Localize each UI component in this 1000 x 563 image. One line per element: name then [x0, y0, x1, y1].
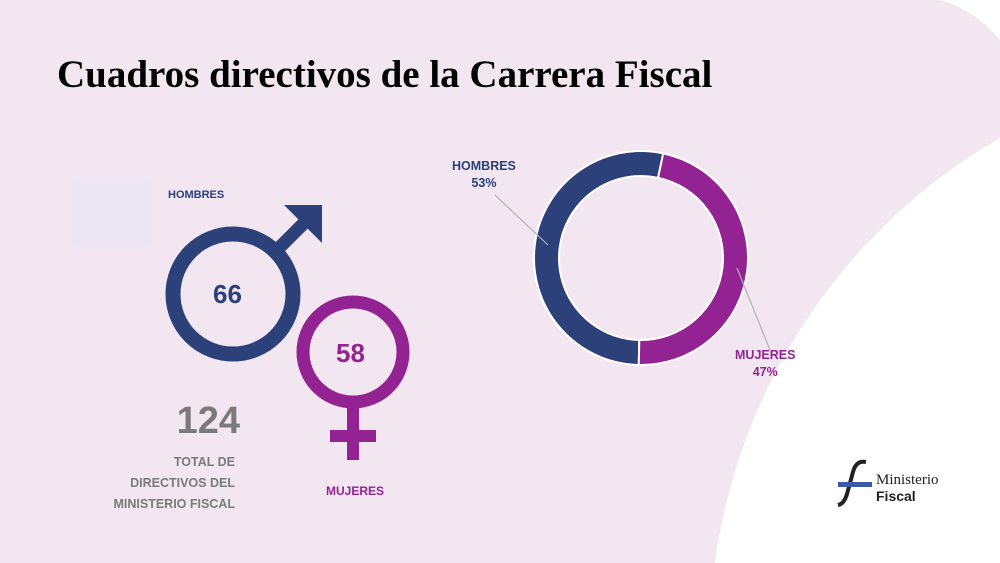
male-symbol-icon — [165, 205, 322, 362]
total-caption: TOTAL DE DIRECTIVOS DEL MINISTERIO FISCA… — [60, 452, 235, 515]
legend-hombres: HOMBRES 53% — [452, 158, 516, 192]
ministerio-fiscal-logo: Ministerio Fiscal — [836, 458, 956, 508]
women-count: 58 — [336, 338, 365, 368]
total-caption-line: MINISTERIO FISCAL — [113, 497, 235, 511]
page-title: Cuadros directivos de la Carrera Fiscal — [57, 53, 713, 96]
leader-line — [736, 267, 771, 351]
leader-line — [494, 194, 549, 246]
female-symbol-icon — [296, 295, 410, 460]
men-count: 66 — [213, 279, 242, 309]
slice-label-name: MUJERES — [735, 348, 796, 362]
logo-text-line2: Fiscal — [876, 488, 916, 504]
logo-text-line1: Ministerio — [876, 472, 939, 488]
total-caption-line: TOTAL DE — [173, 455, 235, 469]
slice-label-name: HOMBRES — [452, 159, 516, 173]
total-count: 124 — [176, 400, 240, 442]
total-caption-line: DIRECTIVOS DEL — [130, 476, 235, 490]
men-label: HOMBRES — [168, 189, 225, 201]
slice-label-value: 53% — [471, 176, 497, 190]
donut-slice-mujeres — [637, 152, 750, 366]
women-label: MUJERES — [326, 484, 385, 498]
donut-slice-hombres — [533, 150, 665, 366]
logo-mark-icon — [837, 459, 872, 507]
legend-mujeres: MUJERES 47% — [735, 347, 795, 381]
slice-label-value: 47% — [752, 365, 778, 379]
